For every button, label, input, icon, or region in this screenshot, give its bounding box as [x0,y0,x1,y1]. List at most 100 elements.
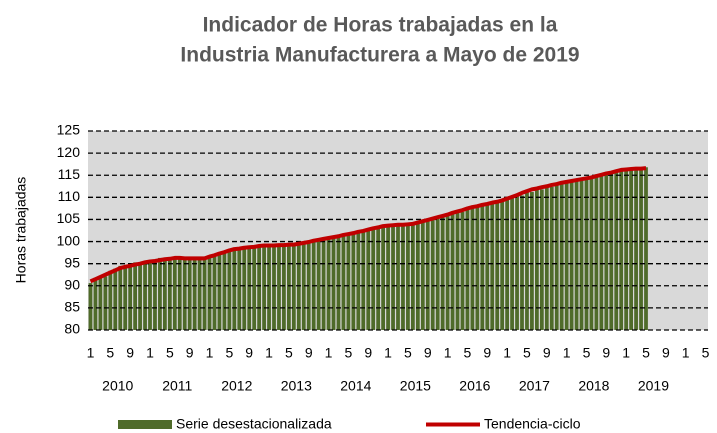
bar [445,213,450,330]
y-tick-label: 100 [57,232,81,248]
bar [614,169,619,330]
bar [247,245,252,330]
x-tick-label: 9 [424,345,432,361]
bar [485,202,490,330]
bar [282,245,286,330]
x-tick-label: 1 [384,345,392,361]
bar [574,178,579,330]
x-tick-label: 5 [225,345,233,361]
bar [138,263,142,330]
bar [88,283,93,330]
bar [172,259,177,330]
bar [361,232,366,330]
bar [252,247,257,330]
bar [326,236,331,330]
year-label: 2012 [221,378,252,394]
x-tick-label: 1 [146,345,154,361]
bar [108,270,113,330]
x-tick-label: 5 [285,345,293,361]
bar [534,187,539,330]
bar [629,169,634,330]
bar [559,184,564,330]
x-tick-label: 5 [702,345,710,361]
bar [113,268,118,330]
bar [410,224,415,330]
bar [564,180,569,330]
bar [539,189,544,330]
y-tick-label: 105 [57,210,81,226]
bar [222,253,227,330]
bar [291,245,296,330]
bar [237,247,242,330]
x-tick-label: 5 [523,345,531,361]
x-tick-label: 1 [87,345,95,361]
bar [544,184,549,330]
bar [480,206,485,330]
bar [634,167,638,330]
bar [286,243,291,330]
bar [192,259,197,330]
bar [554,182,559,330]
bar [584,176,589,330]
bar [391,226,395,330]
bar [644,167,648,330]
bar [579,180,584,330]
x-tick-label: 9 [543,345,551,361]
bar [515,193,519,330]
x-tick-label: 9 [483,345,491,361]
bar [341,236,346,330]
bar [490,203,495,330]
bar [520,195,524,330]
y-axis-label: Horas trabajadas [13,177,29,284]
bar [123,268,128,330]
y-tick-label: 85 [64,299,80,315]
x-tick-label: 9 [245,345,253,361]
bar [202,258,207,330]
bar [316,238,321,330]
bar [356,230,361,330]
bar [158,257,162,330]
bar [604,172,609,330]
bar [599,175,604,330]
bar [143,261,147,330]
bar [465,207,470,330]
bar [167,257,172,330]
x-tick-label: 1 [503,345,511,361]
x-tick-label: 9 [126,345,134,361]
bar [530,192,534,330]
bar [103,276,108,330]
bar [148,262,152,330]
bar [594,174,599,330]
bar [415,221,420,330]
bar [460,211,465,330]
x-tick-label: 9 [186,345,194,361]
y-tick-label: 110 [58,188,81,204]
bar [257,245,262,330]
bar [98,275,103,330]
year-label: 2017 [519,378,550,394]
x-tick-label: 1 [265,345,273,361]
bar [182,259,187,330]
bar [589,178,594,330]
bar [609,173,614,330]
chart-title: Indicador de Horas trabajadas en la [203,14,558,37]
bar [381,226,386,330]
bar [301,244,306,330]
bar [569,182,574,330]
y-tick-label: 120 [57,144,81,160]
bar [366,228,371,330]
bar [187,257,192,330]
year-label: 2019 [638,378,669,394]
x-tick-label: 1 [682,345,690,361]
x-tick-label: 1 [206,345,214,361]
bar [406,222,410,330]
chart-title: Industria Manufacturera a Mayo de 2019 [180,44,579,67]
x-tick-label: 5 [464,345,472,361]
x-tick-label: 1 [325,345,333,361]
bar [93,277,98,330]
bar [232,249,237,330]
bar [118,265,123,330]
year-label: 2016 [459,378,490,394]
year-label: 2015 [400,378,431,394]
bar [128,264,133,330]
